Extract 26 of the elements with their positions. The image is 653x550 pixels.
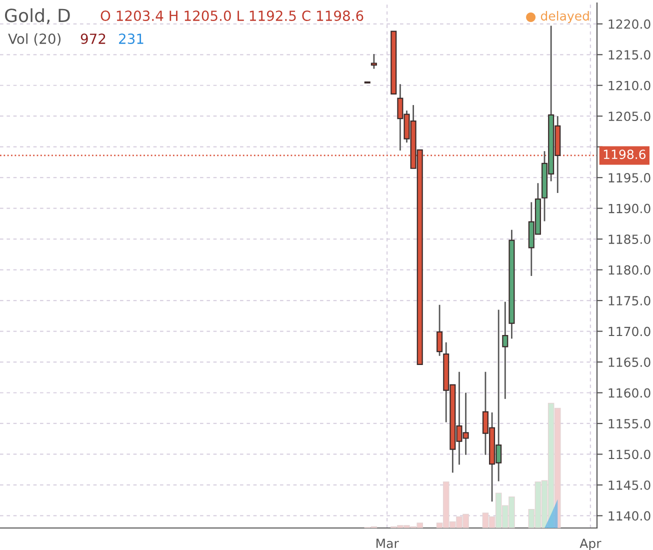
candlestick [502, 301, 508, 400]
y-tick-label: 1165.0 [608, 357, 650, 367]
y-tick-label: 1170.0 [608, 326, 650, 336]
annotation: O 1203.4 H 1205.0 L 1192.5 C 1198.6 [100, 10, 364, 22]
y-tick-label: 1205.0 [608, 112, 650, 122]
candlestick [436, 304, 443, 357]
y-tick-label: 1215.0 [608, 50, 650, 60]
y-tick-label: 1220.0 [608, 19, 650, 29]
y-tick-label: 1145.0 [608, 480, 650, 490]
x-tick-label: Mar [376, 538, 399, 548]
chart-title: Vol (20) [8, 33, 61, 46]
annotation: 972 [80, 34, 106, 44]
y-tick-label: 1160.0 [608, 388, 650, 398]
y-tick-label: 1150.0 [608, 450, 650, 460]
y-tick-label: 1190.0 [608, 204, 650, 214]
y-tick-label: 1155.0 [608, 418, 650, 428]
annotation: ● delayed [526, 10, 589, 24]
y-tick-label: 1175.0 [608, 296, 650, 306]
y-tick-label: 1180.0 [608, 265, 650, 275]
annotation: 231 [119, 34, 144, 44]
chart-title: Gold, D [5, 8, 70, 24]
y-tick-label: 1140.0 [608, 511, 650, 521]
y-tick-label: 1195.0 [608, 173, 650, 183]
y-tick-label: 1185.0 [608, 234, 650, 244]
y-tick-label: 1210.0 [608, 80, 650, 90]
ref-line-label: 1198.6 [604, 150, 646, 160]
